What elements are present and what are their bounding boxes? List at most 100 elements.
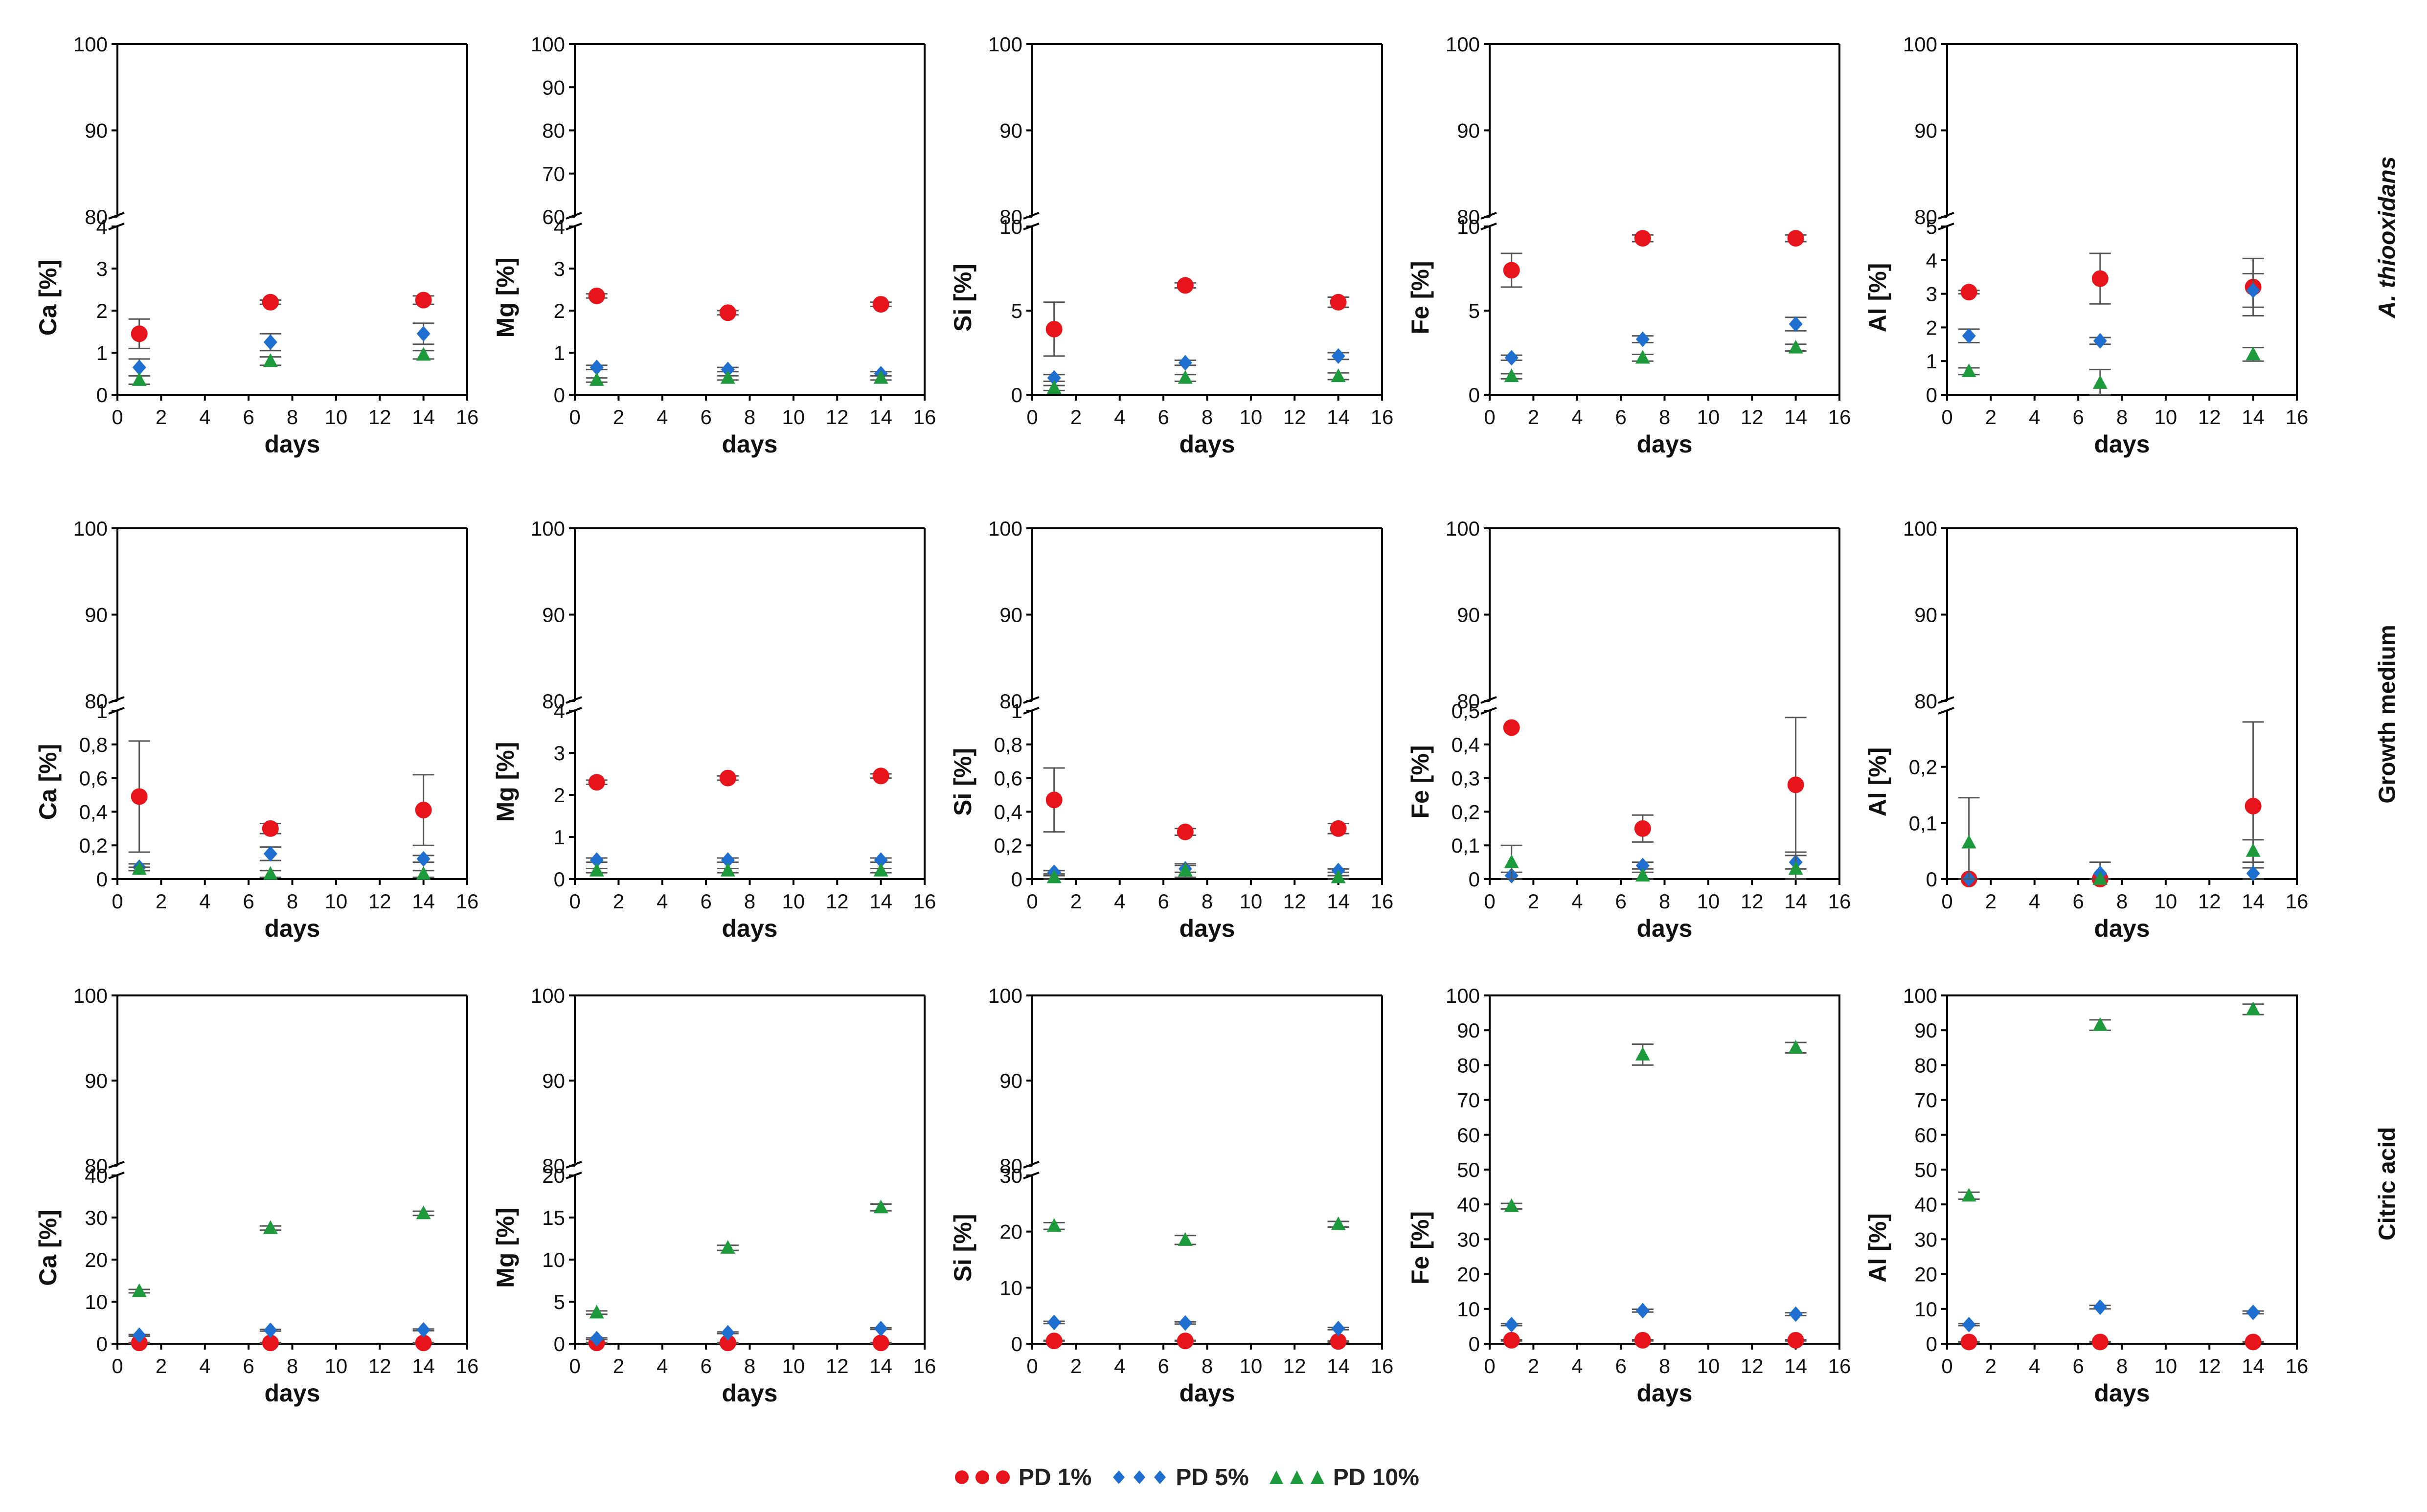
y-tick-label: 1	[96, 700, 108, 722]
data-point-pd5	[2246, 282, 2260, 298]
x-tick-label: 14	[2242, 890, 2265, 913]
y-tick-label: 30	[1914, 1228, 1937, 1251]
data-point-pd1	[131, 788, 148, 805]
data-point-pd5	[1635, 331, 1650, 347]
x-tick-label: 10	[325, 890, 348, 913]
y-tick-label: 0,4	[994, 800, 1022, 823]
data-point-pd5	[263, 1322, 277, 1338]
x-tick-label: 12	[826, 1354, 849, 1377]
x-tick-label: 8	[2116, 406, 2128, 429]
y-tick-label: 80	[85, 1154, 108, 1177]
y-tick-label: 90	[85, 1069, 108, 1092]
y-axis-label: Fe [%]	[1406, 745, 1434, 819]
x-tick-label: 8	[1202, 890, 1213, 913]
x-tick-label: 14	[1784, 1354, 1807, 1377]
y-tick-label: 0	[1926, 1332, 1937, 1355]
y-tick-label: 0	[96, 868, 108, 891]
x-tick-label: 16	[2286, 890, 2309, 913]
x-tick-label: 0	[1026, 406, 1038, 429]
x-tick-label: 2	[1528, 406, 1539, 429]
y-tick-label: 100	[73, 33, 108, 56]
y-tick-label: 60	[542, 205, 565, 228]
data-point-pd5	[721, 361, 735, 378]
data-point-pd1	[588, 774, 605, 791]
y-tick-label: 0	[96, 384, 108, 406]
x-tick-label: 2	[613, 406, 624, 429]
y-tick-label: 0,2	[1452, 800, 1480, 823]
y-tick-label: 100	[1903, 33, 1937, 56]
x-axis-label: days	[2094, 915, 2150, 942]
data-point-pd5	[1047, 1314, 1061, 1331]
data-point-pd5	[2093, 1299, 2107, 1315]
y-tick-label: 0,4	[1452, 733, 1480, 756]
y-tick-label: 0	[1469, 1332, 1480, 1355]
x-tick-label: 16	[456, 406, 479, 429]
y-tick-label: 2	[1926, 316, 1937, 339]
y-axis-label: Mg [%]	[492, 742, 519, 822]
y-tick-label: 90	[1914, 119, 1937, 142]
y-tick-label: 5	[1011, 299, 1022, 322]
y-axis-label: Fe [%]	[1406, 1211, 1434, 1285]
data-point-pd5	[721, 1325, 735, 1341]
data-point-pd10	[1788, 861, 1803, 875]
x-axis-label: days	[2094, 430, 2150, 458]
y-tick-label: 80	[542, 119, 565, 142]
chart-2-4: 0 10 20 30 40 50 60 70 80 90 100 0 2 4 6 8 10 12 14 16 days A…	[1864, 984, 2308, 1407]
plot-frame	[1946, 994, 2298, 1345]
data-point-pd10	[1178, 862, 1193, 877]
y-tick-label: 0	[554, 868, 565, 891]
data-point-pd5	[1178, 355, 1192, 371]
x-tick-label: 6	[1157, 1354, 1169, 1377]
x-tick-label: 10	[1697, 890, 1720, 913]
y-tick-label: 15	[542, 1206, 565, 1229]
x-axis-label: days	[1179, 430, 1235, 458]
x-tick-label: 16	[913, 890, 936, 913]
y-axis-label: Ca [%]	[34, 744, 62, 820]
x-tick-label: 6	[700, 406, 711, 429]
y-tick-label: 70	[542, 162, 565, 185]
x-tick-label: 2	[613, 890, 624, 913]
x-tick-label: 0	[112, 890, 123, 913]
y-tick-label: 10	[1457, 215, 1480, 238]
data-point-pd1	[1960, 284, 1977, 301]
x-axis-label: days	[265, 1379, 320, 1407]
y-axis-label: Si [%]	[949, 1214, 976, 1282]
x-tick-label: 6	[2072, 406, 2084, 429]
y-axis-label: Al [%]	[1864, 1213, 1891, 1283]
row-label-growth-medium: Growth medium	[2374, 625, 2401, 804]
y-tick-label: 100	[531, 984, 565, 1007]
x-tick-label: 8	[744, 1354, 755, 1377]
data-point-pd10	[1635, 350, 1650, 364]
x-tick-label: 4	[1571, 1354, 1583, 1377]
legend-marker-circle	[955, 1470, 1010, 1484]
data-point-pd1	[1330, 1333, 1347, 1350]
y-tick-label: 60	[1457, 1124, 1480, 1147]
x-tick-label: 12	[1741, 890, 1764, 913]
data-point-pd10	[1504, 1198, 1519, 1212]
y-tick-label: 0	[554, 384, 565, 406]
y-axis-label: Al [%]	[1864, 747, 1891, 817]
y-tick-label: 90	[1457, 604, 1480, 627]
x-tick-label: 10	[782, 406, 805, 429]
y-tick-label: 70	[1914, 1089, 1937, 1112]
x-tick-label: 16	[456, 1354, 479, 1377]
x-tick-label: 4	[1114, 406, 1125, 429]
data-point-pd1	[719, 1334, 736, 1352]
y-tick-label: 0	[1011, 1332, 1022, 1355]
x-tick-label: 0	[1484, 1354, 1495, 1377]
x-tick-label: 6	[1157, 890, 1169, 913]
y-tick-label: 40	[1914, 1193, 1937, 1216]
y-tick-label: 70	[1457, 1089, 1480, 1112]
y-tick-label: 30	[999, 1164, 1022, 1187]
x-tick-label: 6	[1615, 406, 1626, 429]
y-tick-label: 10	[85, 1290, 108, 1313]
y-tick-label: 100	[1446, 984, 1480, 1007]
y-tick-label: 80	[999, 690, 1022, 713]
data-point-pd1	[1787, 230, 1804, 247]
x-tick-label: 2	[156, 1354, 167, 1377]
y-tick-label: 90	[542, 604, 565, 627]
x-tick-label: 10	[2155, 1354, 2177, 1377]
data-point-pd1	[2245, 1333, 2262, 1351]
x-tick-label: 10	[1697, 1354, 1720, 1377]
